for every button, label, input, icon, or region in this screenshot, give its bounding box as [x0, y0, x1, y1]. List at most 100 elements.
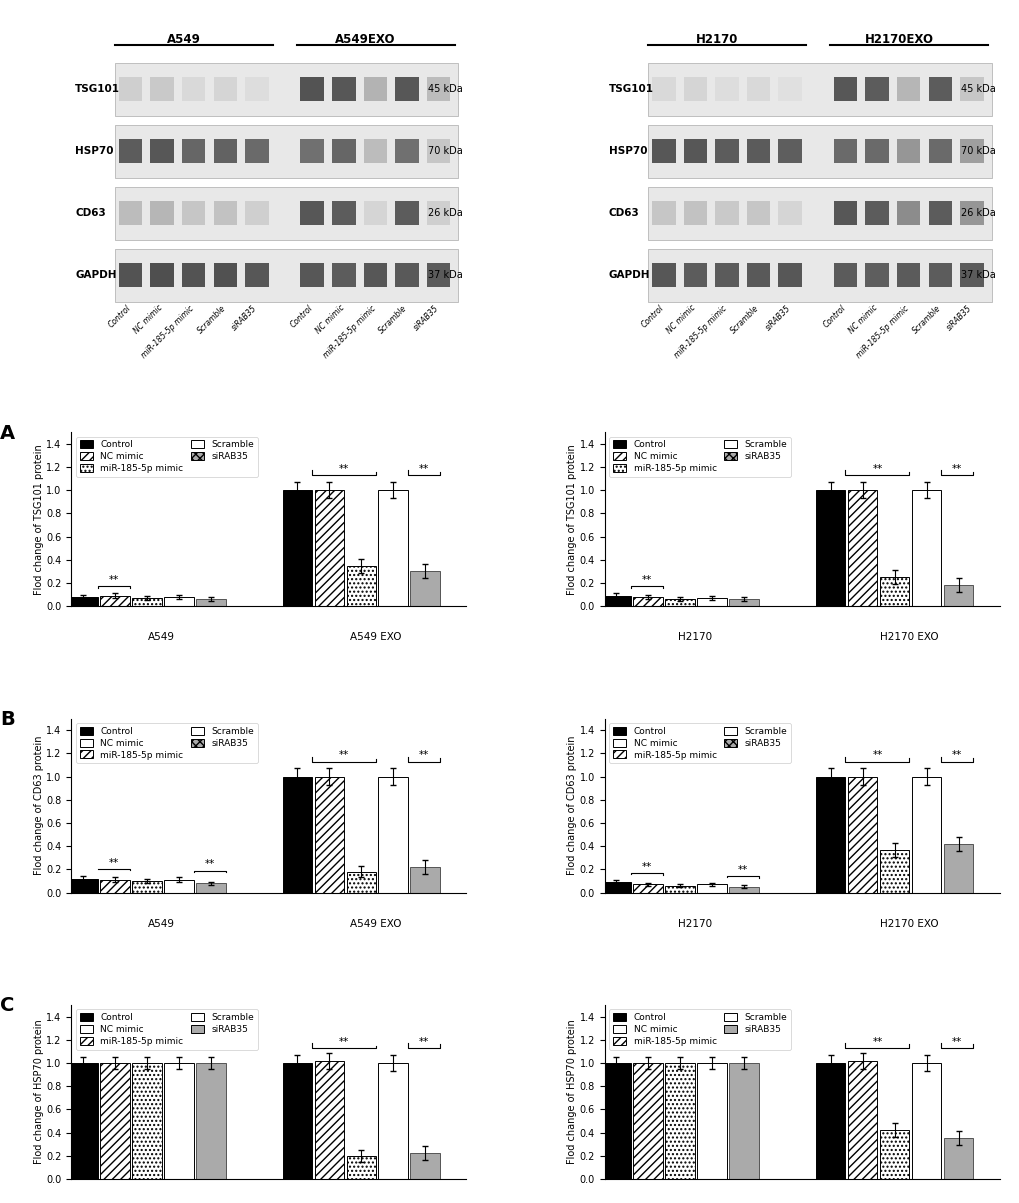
Bar — [150, 263, 173, 288]
Bar — [150, 201, 173, 225]
Bar — [395, 263, 419, 288]
Legend: Control, NC mimic, miR-185-5p mimic, Scramble, siRAB35: Control, NC mimic, miR-185-5p mimic, Scr… — [75, 723, 258, 763]
Text: A549: A549 — [167, 32, 201, 46]
Bar — [683, 140, 706, 164]
Text: **: ** — [108, 858, 118, 867]
Text: B: B — [0, 710, 15, 729]
Text: A549 EXO: A549 EXO — [351, 633, 401, 642]
Bar — [927, 77, 951, 101]
Bar — [714, 140, 738, 164]
Bar — [164, 597, 194, 606]
Bar — [100, 879, 129, 893]
Bar — [911, 1063, 941, 1179]
Bar — [696, 598, 727, 606]
Bar — [600, 595, 631, 606]
Bar — [600, 882, 631, 893]
Bar — [332, 263, 356, 288]
Bar — [959, 77, 982, 101]
Bar — [896, 263, 919, 288]
Bar — [314, 1061, 343, 1179]
Legend: Control, NC mimic, miR-185-5p mimic, Scramble, siRAB35: Control, NC mimic, miR-185-5p mimic, Scr… — [608, 437, 790, 476]
Bar — [282, 777, 312, 893]
Bar — [150, 140, 173, 164]
Bar — [164, 879, 194, 893]
Bar — [115, 249, 458, 302]
Bar — [131, 598, 161, 606]
Text: GAPDH: GAPDH — [608, 271, 649, 280]
Bar — [815, 777, 845, 893]
Bar — [181, 140, 205, 164]
Bar — [847, 1061, 876, 1179]
Legend: Control, NC mimic, miR-185-5p mimic, Scramble, siRAB35: Control, NC mimic, miR-185-5p mimic, Scr… — [75, 1009, 258, 1049]
Bar — [395, 201, 419, 225]
Bar — [410, 867, 439, 893]
Bar — [118, 77, 143, 101]
Bar — [651, 263, 675, 288]
Bar — [245, 263, 268, 288]
Text: **: ** — [338, 751, 350, 760]
Text: **: ** — [338, 464, 350, 474]
Bar — [346, 565, 376, 606]
Bar — [213, 140, 236, 164]
Bar — [696, 1063, 727, 1179]
Bar — [410, 571, 439, 606]
Bar — [213, 77, 236, 101]
Bar — [833, 140, 856, 164]
Text: siRAB35: siRAB35 — [763, 303, 792, 332]
Bar — [427, 263, 450, 288]
Bar — [68, 878, 98, 893]
Text: A549EXO: A549EXO — [335, 32, 395, 46]
Bar — [959, 263, 982, 288]
Bar — [213, 263, 236, 288]
Bar — [633, 884, 662, 893]
Bar — [196, 1063, 225, 1179]
Bar — [282, 490, 312, 606]
Bar — [332, 77, 356, 101]
Text: **: ** — [952, 464, 962, 474]
Text: **: ** — [871, 464, 881, 474]
Bar — [115, 125, 458, 178]
Text: Scramble: Scramble — [377, 303, 409, 336]
Text: H2170EXO: H2170EXO — [863, 32, 932, 46]
Text: 45 kDa: 45 kDa — [960, 84, 995, 94]
Y-axis label: Flod change of TSG101 protein: Flod change of TSG101 protein — [34, 444, 44, 594]
Bar — [833, 263, 856, 288]
Bar — [346, 872, 376, 893]
Text: miR-185-5p mimic: miR-185-5p mimic — [673, 303, 729, 360]
Text: A549: A549 — [148, 633, 175, 642]
Bar — [746, 140, 769, 164]
Text: Control: Control — [107, 303, 132, 330]
Text: siRAB35: siRAB35 — [230, 303, 259, 332]
Text: 37 kDa: 37 kDa — [960, 271, 995, 280]
Bar — [196, 883, 225, 893]
Text: HSP70: HSP70 — [75, 147, 114, 156]
Text: GAPDH: GAPDH — [75, 271, 117, 280]
Bar — [301, 140, 324, 164]
Bar — [100, 595, 129, 606]
Text: TSG101: TSG101 — [608, 84, 653, 94]
Bar — [245, 77, 268, 101]
Text: H2170: H2170 — [677, 919, 711, 929]
Text: miR-185-5p mimic: miR-185-5p mimic — [140, 303, 196, 360]
Text: **: ** — [641, 575, 651, 586]
Bar — [131, 881, 161, 893]
Text: CD63: CD63 — [75, 208, 106, 218]
Text: miR-185-5p mimic: miR-185-5p mimic — [854, 303, 910, 360]
Text: Scramble: Scramble — [729, 303, 760, 336]
Text: miR-185-5p mimic: miR-185-5p mimic — [321, 303, 377, 360]
Bar — [847, 777, 876, 893]
Bar — [833, 77, 856, 101]
Text: 70 kDa: 70 kDa — [960, 147, 995, 156]
Text: H2170: H2170 — [695, 32, 738, 46]
Text: 45 kDa: 45 kDa — [427, 84, 462, 94]
Text: Scramble: Scramble — [910, 303, 942, 336]
Bar — [647, 249, 990, 302]
Bar — [683, 263, 706, 288]
Bar — [896, 201, 919, 225]
Bar — [282, 1063, 312, 1179]
Bar — [864, 263, 888, 288]
Bar — [332, 201, 356, 225]
Text: 70 kDa: 70 kDa — [427, 147, 462, 156]
Bar — [664, 1063, 694, 1179]
Bar — [364, 201, 387, 225]
